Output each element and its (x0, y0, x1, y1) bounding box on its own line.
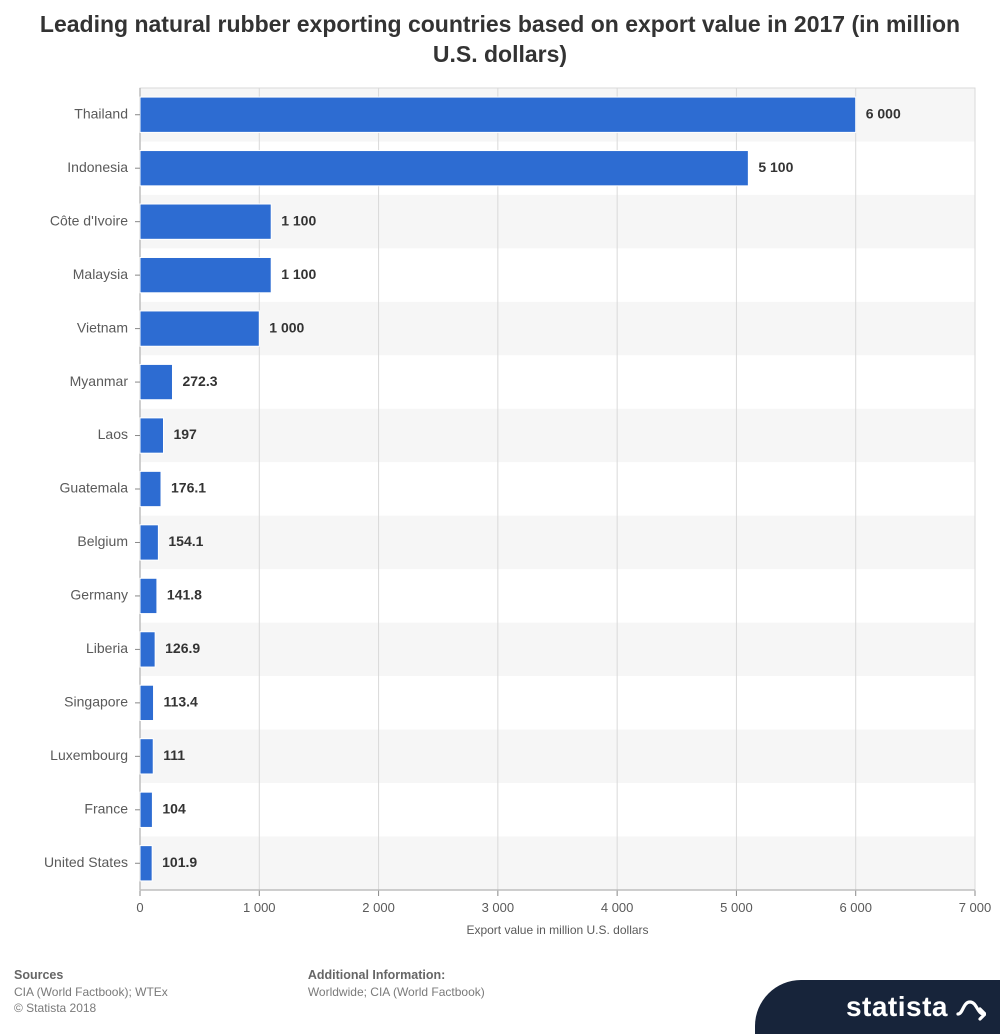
sources-copyright: © Statista 2018 (14, 1000, 168, 1016)
chart-container: 0 1 000 2 000 3 000 4 000 5 000 6 000 7 000 6 00… (0, 80, 1000, 950)
svg-text:3 000: 3 000 (482, 900, 515, 915)
svg-text:Germany: Germany (70, 586, 128, 602)
svg-text:4 000: 4 000 (601, 900, 634, 915)
svg-text:1 000: 1 000 (243, 900, 276, 915)
svg-text:126.9: 126.9 (165, 640, 200, 656)
svg-text:0: 0 (136, 900, 143, 915)
svg-text:1 100: 1 100 (281, 212, 316, 228)
svg-text:6 000: 6 000 (839, 900, 872, 915)
svg-text:176.1: 176.1 (171, 479, 206, 495)
svg-text:6 000: 6 000 (866, 105, 901, 121)
svg-text:Myanmar: Myanmar (70, 373, 129, 389)
svg-text:2 000: 2 000 (362, 900, 395, 915)
chart-title: Leading natural rubber exporting countri… (0, 0, 1000, 80)
svg-text:113.4: 113.4 (164, 693, 198, 709)
svg-text:197: 197 (173, 426, 197, 442)
svg-text:7 000: 7 000 (959, 900, 992, 915)
additional-info-heading: Additional Information: (308, 968, 485, 982)
svg-text:154.1: 154.1 (168, 533, 203, 549)
svg-text:5 000: 5 000 (720, 900, 753, 915)
svg-text:France: France (84, 800, 128, 816)
svg-text:141.8: 141.8 (167, 586, 202, 602)
svg-text:United States: United States (44, 854, 128, 870)
svg-text:1 000: 1 000 (269, 319, 304, 335)
svg-text:1 100: 1 100 (281, 266, 316, 282)
svg-text:Vietnam: Vietnam (77, 319, 128, 335)
sources-block: Sources CIA (World Factbook); WTEx © Sta… (14, 968, 168, 1016)
svg-text:5 100: 5 100 (758, 159, 793, 175)
svg-text:104: 104 (162, 800, 186, 816)
svg-text:Export value in million U.S. d: Export value in million U.S. dollars (466, 923, 648, 937)
footer: Sources CIA (World Factbook); WTEx © Sta… (0, 960, 1000, 1034)
svg-text:101.9: 101.9 (162, 854, 197, 870)
bar-chart: 0 1 000 2 000 3 000 4 000 5 000 6 000 7 000 6 00… (0, 80, 1000, 950)
brand-wave-icon (956, 992, 986, 1022)
svg-text:Luxembourg: Luxembourg (50, 747, 128, 763)
svg-text:Laos: Laos (98, 426, 128, 442)
svg-text:Guatemala: Guatemala (60, 479, 129, 495)
svg-text:Thailand: Thailand (74, 105, 128, 121)
brand-bar: statista (755, 980, 1000, 1034)
svg-text:Indonesia: Indonesia (67, 159, 128, 175)
sources-line: CIA (World Factbook); WTEx (14, 984, 168, 1000)
svg-text:Belgium: Belgium (77, 533, 128, 549)
additional-info-block: Additional Information: Worldwide; CIA (… (308, 968, 485, 1016)
svg-text:Côte d'Ivoire: Côte d'Ivoire (50, 212, 128, 228)
svg-text:Liberia: Liberia (86, 640, 128, 656)
svg-text:Singapore: Singapore (64, 693, 128, 709)
brand-text: statista (846, 991, 948, 1023)
sources-heading: Sources (14, 968, 168, 982)
svg-text:Malaysia: Malaysia (73, 266, 128, 282)
additional-info-line: Worldwide; CIA (World Factbook) (308, 984, 485, 1000)
svg-text:272.3: 272.3 (182, 373, 217, 389)
svg-text:111: 111 (163, 747, 185, 763)
